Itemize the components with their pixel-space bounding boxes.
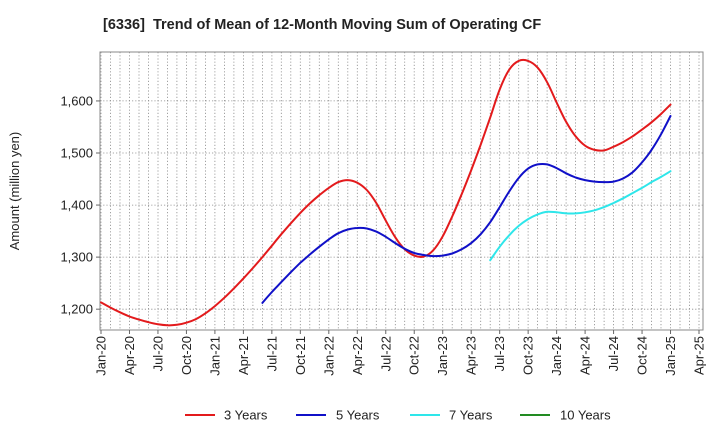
y-tick-label: 1,500	[60, 146, 93, 161]
legend-item-10-years: 10 Years	[520, 408, 611, 423]
x-tick-label: Jul-21	[264, 336, 279, 371]
x-tick-label: Jan-24	[549, 336, 564, 376]
legend-label-5-years: 5 Years	[336, 408, 380, 423]
x-tick-label: Oct-21	[293, 336, 308, 375]
x-tick-label: Oct-23	[521, 336, 536, 375]
x-tick-label: Apr-25	[692, 336, 707, 375]
legend: 3 Years 5 Years 7 Years 10 Years	[185, 408, 611, 423]
x-tick-label: Apr-22	[350, 336, 365, 375]
x-tick-label: Jan-20	[94, 336, 109, 376]
x-tick-label: Jan-25	[663, 336, 678, 376]
x-tick-label: Jul-20	[151, 336, 166, 371]
x-tick-label: Jan-22	[321, 336, 336, 376]
gridlines	[100, 52, 703, 330]
x-tick-label: Jan-21	[207, 336, 222, 376]
plot-frame	[99, 51, 704, 331]
series-line-7-years	[489, 170, 672, 262]
y-tick-label: 1,200	[60, 302, 93, 317]
x-tick-label: Jan-23	[435, 336, 450, 376]
x-tick-label: Apr-24	[578, 336, 593, 375]
y-tick-label: 1,400	[60, 198, 93, 213]
x-tick-label: Oct-24	[635, 336, 650, 375]
x-tick-label: Apr-21	[236, 336, 251, 375]
y-tick-labels: 1,200 1,300 1,400 1,500 1,600	[60, 93, 93, 316]
x-tick-label: Oct-22	[407, 336, 422, 375]
chart-title: [6336] Trend of Mean of 12-Month Moving …	[103, 17, 541, 33]
legend-item-5-years: 5 Years	[296, 408, 380, 423]
tick-marks	[96, 100, 700, 334]
x-tick-labels: Jan-20 Apr-20 Jul-20 Oct-20 Jan-21 Apr-21 Jul-…	[94, 336, 707, 376]
legend-item-3-years: 3 Years	[185, 408, 268, 423]
series-lines	[100, 58, 672, 327]
x-tick-label: Jul-24	[606, 336, 621, 371]
x-tick-label: Apr-23	[464, 336, 479, 375]
x-tick-label: Jul-23	[492, 336, 507, 371]
x-tick-label: Jul-22	[378, 336, 393, 371]
y-axis-label: Amount (million yen)	[7, 132, 22, 251]
legend-label-7-years: 7 Years	[449, 408, 493, 423]
legend-label-3-years: 3 Years	[224, 408, 268, 423]
y-tick-label: 1,300	[60, 250, 93, 265]
x-tick-label: Oct-20	[179, 336, 194, 375]
legend-item-7-years: 7 Years	[410, 408, 493, 423]
series-line-5-years	[261, 115, 672, 304]
x-tick-label: Apr-20	[122, 336, 137, 375]
legend-label-10-years: 10 Years	[560, 408, 611, 423]
series-line-3-years	[100, 58, 672, 327]
y-tick-label: 1,600	[60, 93, 93, 108]
